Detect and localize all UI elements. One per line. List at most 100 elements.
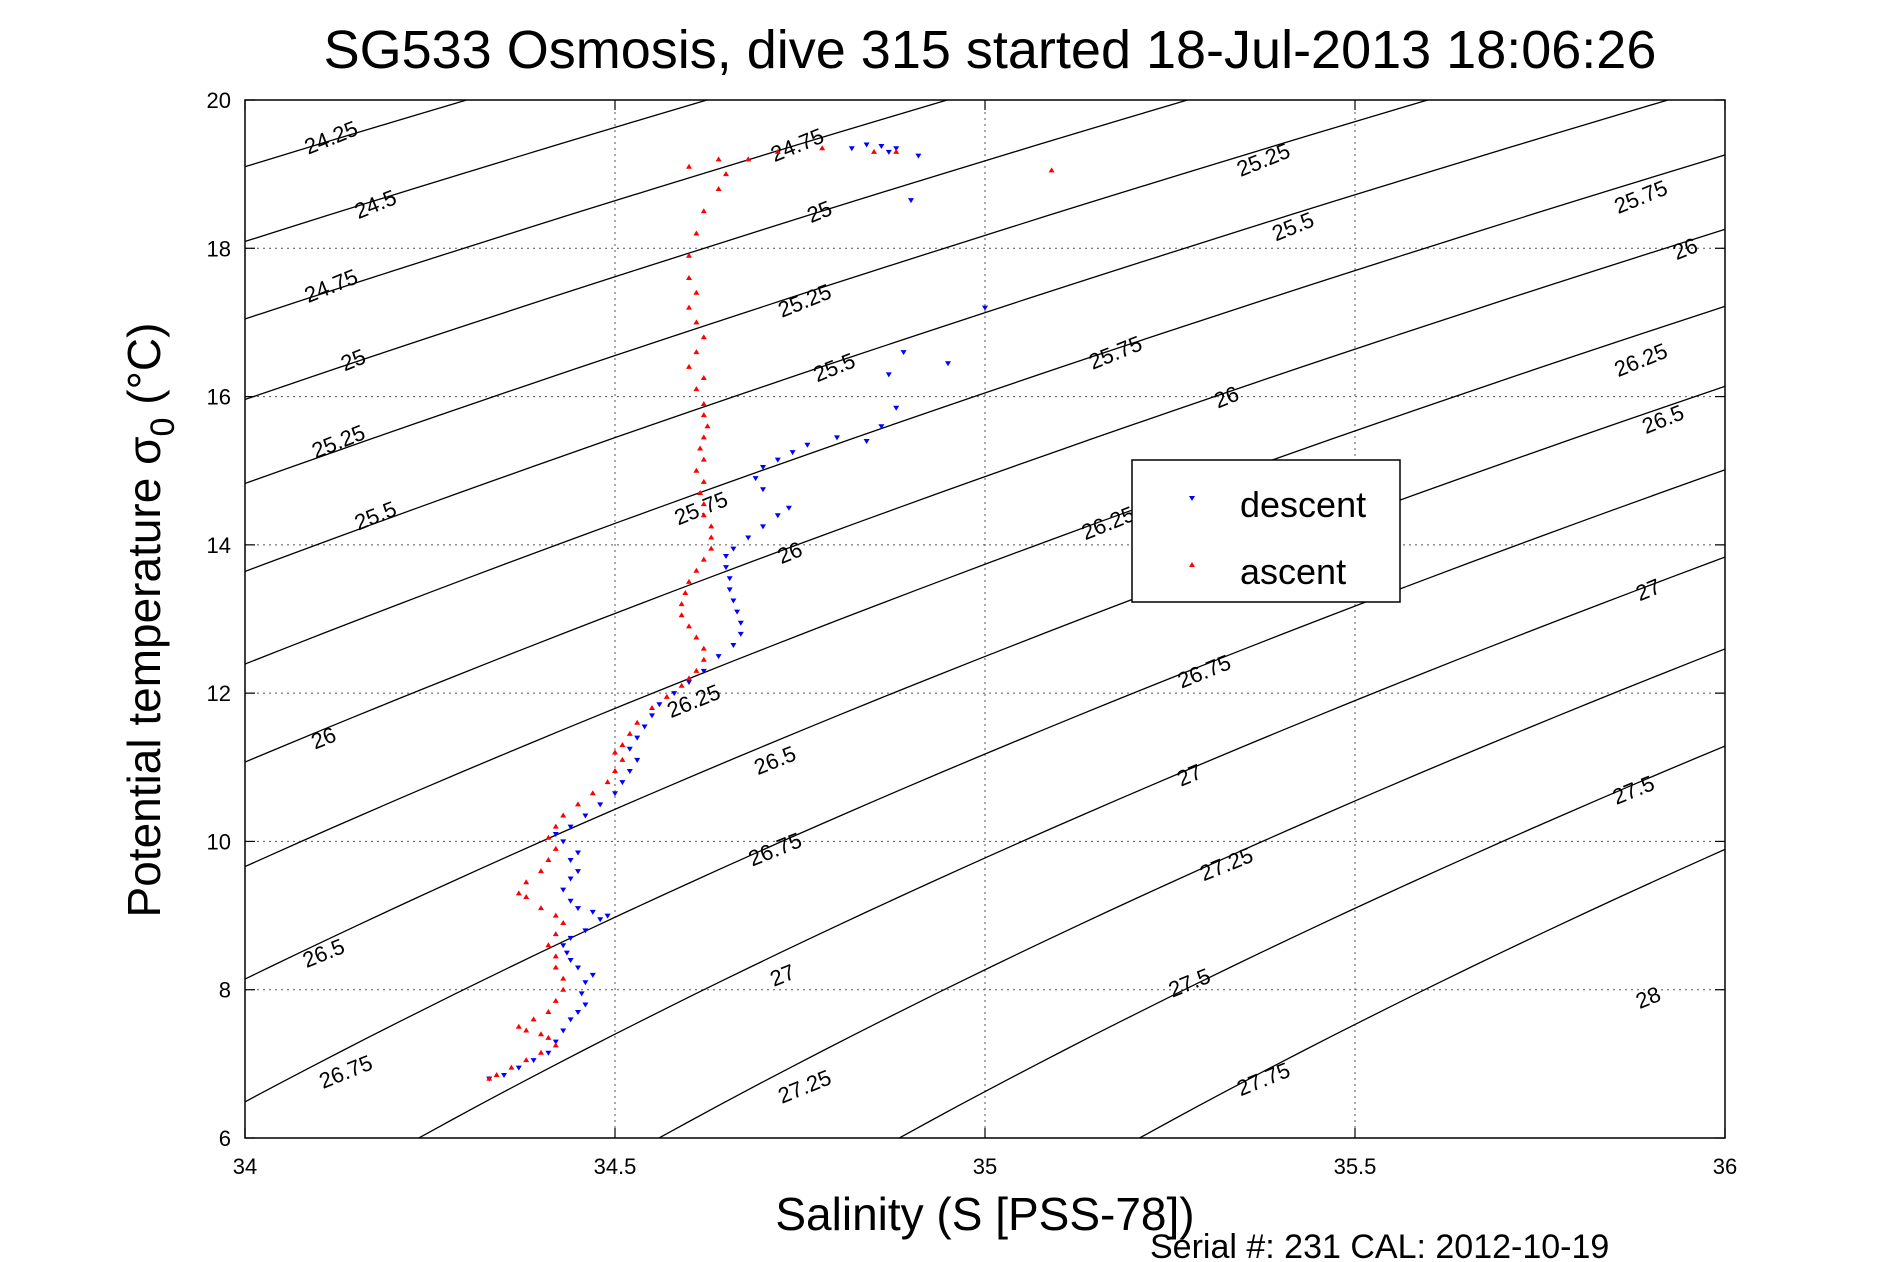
ascent-point: [700, 556, 707, 562]
descent-point: [730, 642, 737, 648]
descent-point: [567, 898, 574, 904]
ascent-series: [486, 145, 1055, 1081]
ascent-point: [774, 148, 781, 154]
ascent-point: [704, 423, 711, 429]
y-axis-label: Potential temperature σ0 (°C): [118, 323, 182, 918]
descent-point: [597, 802, 604, 808]
ascent-point: [545, 834, 552, 840]
ascent-point: [575, 801, 581, 807]
ascent-point: [708, 523, 715, 529]
density-contour: [245, 385, 1725, 980]
x-tick-label: 35: [973, 1154, 997, 1179]
ascent-point: [493, 1071, 500, 1077]
descent-point: [726, 587, 733, 593]
grid-lines: [245, 100, 1725, 1138]
descent-point: [726, 576, 733, 582]
ascent-point: [1048, 167, 1055, 173]
descent-point: [560, 839, 567, 845]
descent-point: [900, 350, 907, 356]
ascent-point: [686, 274, 692, 280]
descent-point: [545, 1050, 552, 1056]
descent-point: [730, 546, 737, 552]
descent-point: [575, 906, 581, 912]
descent-point: [760, 465, 766, 471]
ascent-point: [693, 230, 700, 236]
ascent-point: [893, 148, 900, 154]
descent-point: [834, 435, 840, 441]
ascent-point: [560, 986, 567, 992]
density-contour: [245, 100, 1430, 485]
descent-point: [641, 724, 648, 730]
density-contour: [897, 745, 1725, 1138]
ascent-point: [612, 767, 618, 773]
descent-point: [863, 142, 870, 148]
density-contour: [245, 100, 1190, 401]
descent-point: [582, 1002, 589, 1008]
descent-point: [804, 442, 811, 448]
descent-point: [737, 631, 744, 637]
descent-point: [730, 598, 737, 604]
density-contour: [245, 228, 1725, 763]
density-contour: [245, 154, 1725, 665]
ascent-point: [723, 171, 729, 177]
ascent-point: [700, 400, 707, 406]
descent-point: [634, 757, 641, 763]
ascent-point: [538, 1031, 544, 1037]
density-contour: [417, 556, 1725, 1138]
ascent-point: [686, 163, 692, 169]
descent-point: [723, 553, 729, 559]
descent-point: [552, 832, 559, 838]
ascent-point: [700, 501, 707, 507]
descent-point: [863, 439, 870, 445]
density-contour: [1138, 848, 1725, 1138]
axis-ticks: 34 34.5 35 35.5 36 6 8 10 12 14 16 18 20: [207, 88, 1738, 1179]
chart-title: SG533 Osmosis, dive 315 started 18-Jul-2…: [324, 20, 1657, 80]
ascent-point: [686, 675, 692, 681]
ascent-point: [693, 667, 700, 673]
descent-point: [915, 153, 922, 159]
ascent-point: [700, 656, 707, 662]
ascent-point: [649, 704, 655, 710]
legend-descent-marker: [1189, 496, 1195, 501]
descent-point: [619, 780, 626, 786]
descent-point: [560, 943, 567, 949]
descent-point: [612, 791, 618, 797]
descent-point: [700, 668, 707, 674]
ascent-point: [552, 997, 559, 1003]
ascent-point: [560, 919, 567, 925]
descent-point: [563, 950, 570, 956]
ascent-point: [560, 975, 567, 981]
ascent-point: [693, 467, 700, 473]
ascent-point: [604, 779, 611, 785]
ascent-point: [523, 879, 530, 885]
ascent-point: [686, 623, 692, 629]
descent-point: [597, 917, 604, 923]
descent-point: [582, 928, 589, 934]
descent-point: [885, 372, 892, 378]
ascent-point: [686, 304, 692, 310]
ascent-point: [612, 749, 618, 755]
y-tick-label: 10: [207, 829, 231, 854]
ascent-point: [700, 456, 707, 462]
descent-point: [656, 702, 663, 708]
ascent-point: [552, 912, 559, 918]
ascent-point: [530, 1016, 537, 1022]
descent-point: [982, 305, 988, 311]
descent-point: [893, 405, 900, 411]
x-tick-label: 36: [1713, 1154, 1737, 1179]
ascent-point: [523, 1057, 530, 1063]
ascent-point: [552, 953, 559, 959]
ascent-point: [700, 334, 707, 340]
ascent-point: [686, 363, 692, 369]
ascent-point: [538, 905, 544, 911]
descent-point: [785, 505, 792, 511]
descent-point: [589, 909, 596, 915]
density-contour: [245, 100, 950, 320]
descent-point: [745, 535, 752, 541]
ascent-point: [552, 1042, 559, 1048]
ascent-point: [708, 545, 715, 551]
ascent-point: [619, 742, 626, 748]
descent-point: [626, 768, 633, 774]
descent-point: [578, 991, 585, 997]
descent-point: [567, 857, 574, 863]
